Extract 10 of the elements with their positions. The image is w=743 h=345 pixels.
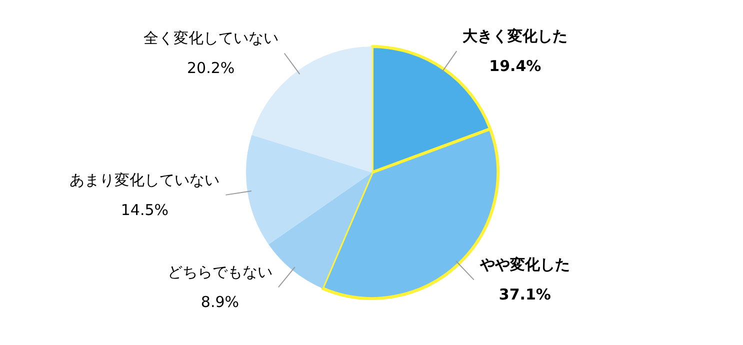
slice-label: あまり変化していない <box>70 170 220 189</box>
slice-label: 大きく変化した <box>462 26 568 45</box>
data-label: 20.2% <box>187 59 235 78</box>
data-label: 8.9% <box>200 293 240 312</box>
slice-label: やや変化した <box>478 256 570 274</box>
data-label: 37.1% <box>498 286 551 304</box>
data-label: 19.4% <box>489 56 542 75</box>
slice-label: どちらでもない <box>167 263 272 282</box>
data-label: 14.5% <box>120 200 169 219</box>
slice-label: 全く変化していない <box>143 29 278 48</box>
